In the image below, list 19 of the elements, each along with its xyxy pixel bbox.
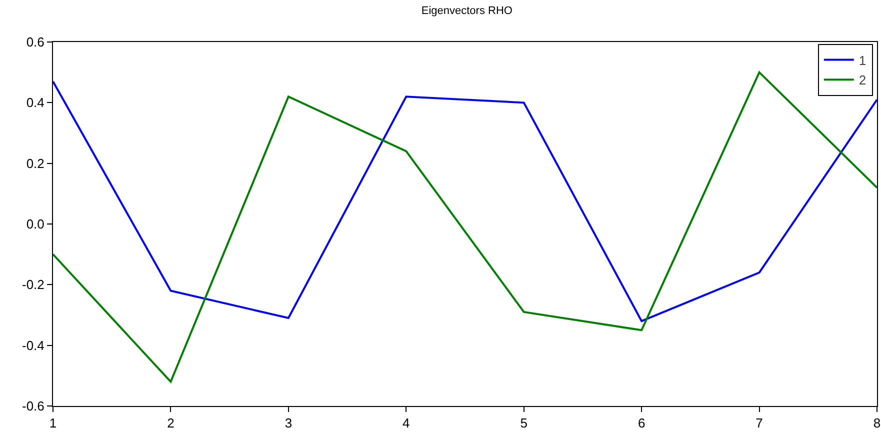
x-tick-label: 4 — [402, 416, 410, 431]
x-tick-label: 6 — [638, 416, 646, 431]
y-tick-label: 0.2 — [26, 156, 44, 171]
x-tick-label: 7 — [756, 416, 763, 431]
y-tick-label: -0.6 — [22, 398, 44, 414]
x-tick-label: 1 — [49, 416, 57, 431]
y-tick-label: 0.0 — [26, 216, 44, 232]
y-tick-label: 0.4 — [26, 95, 44, 110]
x-tick-label: 2 — [167, 416, 174, 431]
y-tick-label: 0.6 — [26, 34, 44, 50]
chart-title: Eigenvectors RHO — [421, 5, 513, 18]
x-tick-label: 8 — [873, 416, 881, 431]
y-tick-label: -0.2 — [22, 277, 44, 292]
x-tick-label: 5 — [520, 416, 528, 431]
legend-label: 2 — [858, 72, 866, 88]
y-tick-label: -0.4 — [22, 338, 44, 353]
line-series — [53, 71, 877, 383]
x-tick-label: 3 — [284, 416, 292, 431]
legend-label: 1 — [858, 52, 866, 68]
